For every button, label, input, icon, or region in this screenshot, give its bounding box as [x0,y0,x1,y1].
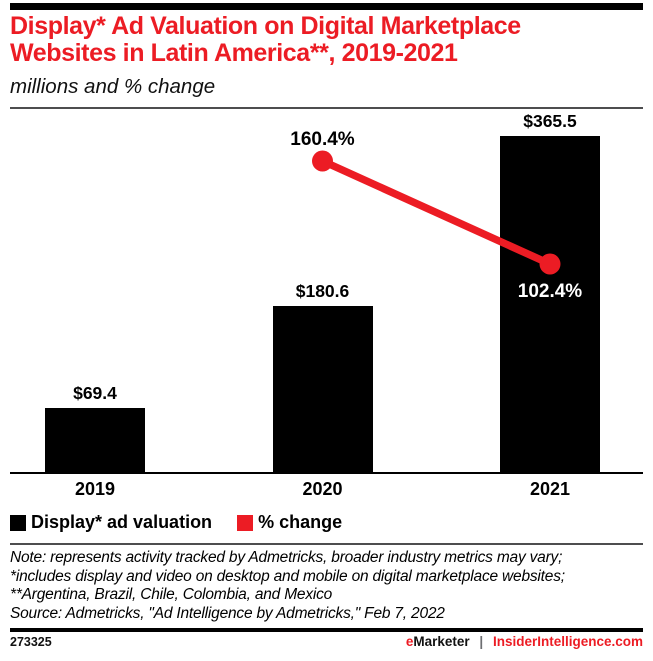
footer-divider [10,628,643,632]
source-line: Source: Admetricks, "Ad Intelligence by … [10,604,445,622]
bar-2021 [500,136,600,472]
pct-change-point-2021 [539,253,561,275]
x-axis-label-2019: 2019 [74,479,116,499]
bar-2019 [45,408,145,472]
bar-2020 [272,306,373,472]
chart-title: Display* Ad Valuation on Digital Marketp… [10,13,650,67]
bar-value-label-2021: $365.5 [523,111,577,131]
legend-label-pct-change: % change [258,512,343,532]
plot-area: $69.4 $180.6 $365.5 160.4% 102.4% [10,111,643,474]
legend-swatch-red-square [237,514,254,531]
emarketer-logo: eMarketer [405,634,470,649]
top-accent-bar [10,3,643,10]
notes: Note: represents activity tracked by Adm… [10,549,643,623]
pct-change-line-segment [318,157,554,268]
chart-subtitle: millions and % change [10,75,216,98]
pct-change-point-2020 [312,150,333,172]
insider-intelligence-text: InsiderIntelligence.com [492,634,643,649]
footer-brands: eMarketer | InsiderIntelligence.com [406,634,643,649]
chart-id: 273325 [10,635,52,649]
legend-swatch-black-square [10,514,26,531]
x-axis-label-2021: 2021 [529,479,571,499]
legend-item-display-ad-valuation: Display* ad valuation [10,512,212,533]
x-axis-label-2020: 2020 [302,479,343,499]
legend: Display* ad valuation % change [10,512,367,533]
pct-change-label-2021: 102.4% [517,281,583,302]
legend-item-pct-change: % change [237,512,342,533]
pct-change-label-2020: 160.4% [290,129,355,150]
legend-divider [10,543,643,545]
footer: 273325 eMarketer | InsiderIntelligence.c… [10,634,643,649]
bar-value-label-2019: $69.4 [73,383,117,403]
chart-title-line2: Websites in Latin America**, 2019-2021 [10,39,458,67]
bar-value-label-2020: $180.6 [295,281,350,301]
legend-label-display-ad-valuation: Display* ad valuation [31,512,213,532]
pct-change-line-chart [312,150,561,275]
header-divider [10,107,643,109]
note-line-1: Note: represents activity tracked by Adm… [10,549,563,566]
chart-title-line1: Display* Ad Valuation on Digital Marketp… [10,12,521,40]
note-line-3: **Argentina, Brazil, Chile, Colombia, an… [10,586,333,603]
brand-separator: | [479,634,484,649]
note-line-2: *includes display and video on desktop a… [10,567,565,585]
